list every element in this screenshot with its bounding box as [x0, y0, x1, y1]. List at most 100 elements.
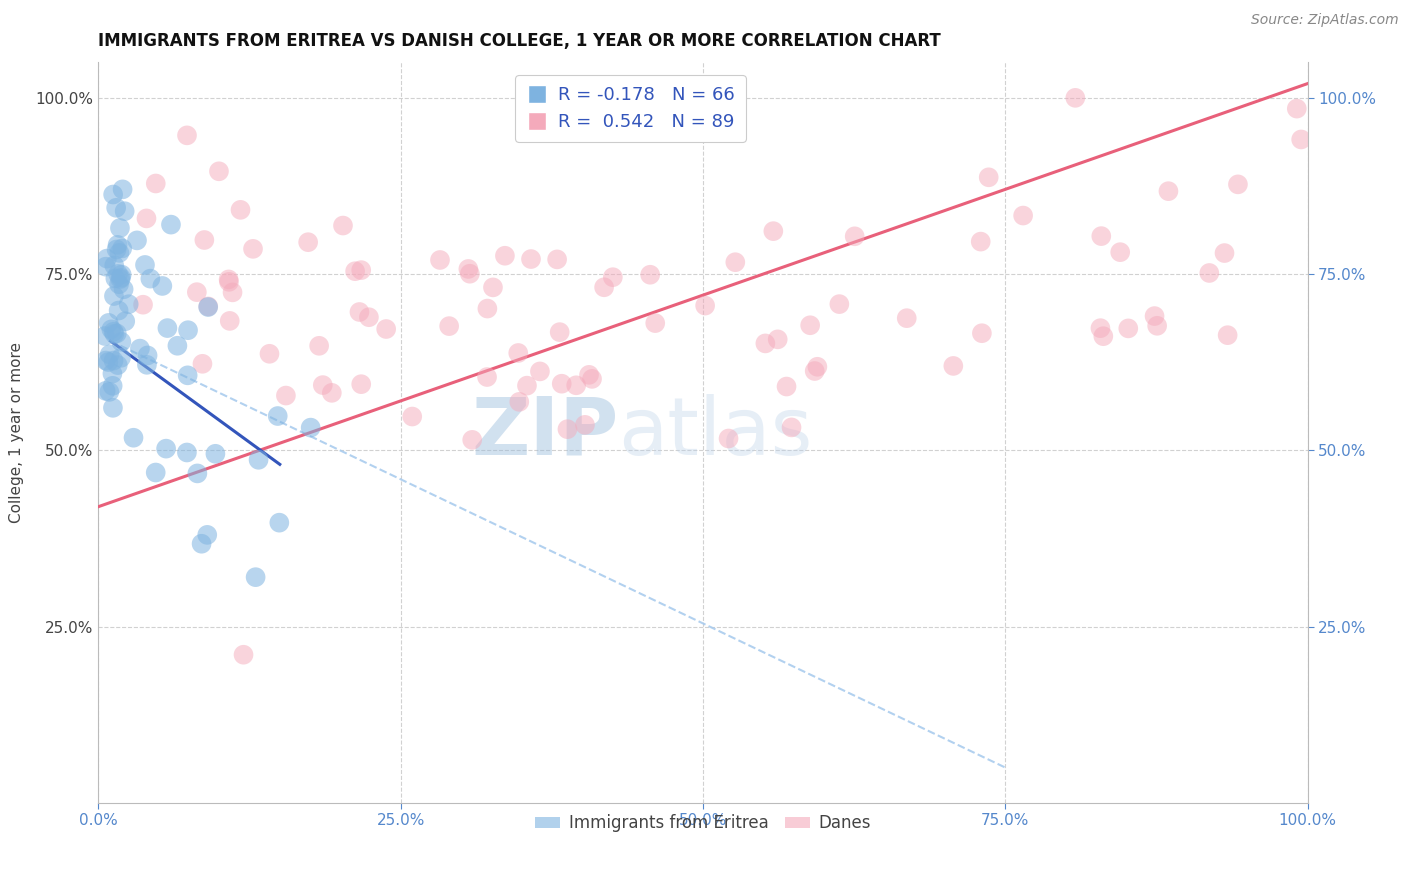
Point	[321, 385, 343, 400]
Point	[191, 357, 214, 371]
Point	[155, 442, 177, 456]
Point	[1116, 321, 1139, 335]
Point	[457, 262, 479, 277]
Point	[139, 271, 162, 285]
Text: IMMIGRANTS FROM ERITREA VS DANISH COLLEGE, 1 YEAR OR MORE CORRELATION CHART: IMMIGRANTS FROM ERITREA VS DANISH COLLEG…	[98, 32, 941, 50]
Point	[186, 285, 208, 300]
Point	[114, 204, 136, 219]
Point	[108, 245, 131, 260]
Point	[578, 368, 600, 382]
Point	[482, 280, 505, 294]
Point	[108, 221, 131, 235]
Point	[112, 282, 135, 296]
Point	[970, 235, 993, 249]
Point	[107, 267, 129, 281]
Point	[103, 289, 125, 303]
Point	[259, 347, 281, 361]
Point	[1213, 246, 1236, 260]
Point	[602, 270, 624, 285]
Point	[942, 359, 965, 373]
Point	[896, 311, 918, 326]
Point	[103, 326, 125, 341]
Point	[312, 378, 335, 392]
Point	[1012, 209, 1035, 223]
Point	[299, 420, 322, 434]
Point	[977, 170, 1000, 185]
Point	[110, 272, 132, 286]
Point	[100, 322, 122, 336]
Point	[520, 252, 543, 266]
Text: atlas: atlas	[619, 393, 813, 472]
Point	[717, 432, 740, 446]
Point	[176, 368, 198, 383]
Point	[232, 648, 254, 662]
Point	[193, 233, 215, 247]
Point	[135, 211, 157, 226]
Point	[122, 431, 145, 445]
Point	[98, 384, 121, 399]
Point	[101, 367, 124, 381]
Point	[107, 238, 129, 252]
Point	[101, 401, 124, 415]
Point	[475, 370, 498, 384]
Point	[458, 267, 481, 281]
Legend: Immigrants from Eritrea, Danes: Immigrants from Eritrea, Danes	[529, 807, 877, 838]
Point	[160, 218, 183, 232]
Point	[970, 326, 993, 341]
Point	[1090, 321, 1112, 335]
Point	[1226, 178, 1249, 192]
Point	[349, 305, 371, 319]
Point	[242, 242, 264, 256]
Point	[429, 252, 451, 267]
Point	[107, 358, 129, 372]
Point	[766, 332, 789, 346]
Point	[176, 445, 198, 459]
Point	[799, 318, 821, 333]
Point	[101, 187, 124, 202]
Point	[574, 417, 596, 432]
Point	[195, 528, 218, 542]
Point	[98, 347, 121, 361]
Point	[94, 353, 117, 368]
Point	[508, 395, 530, 409]
Point	[218, 275, 240, 289]
Point	[557, 422, 579, 436]
Point	[593, 280, 616, 294]
Point	[754, 336, 776, 351]
Point	[828, 297, 851, 311]
Point	[1146, 318, 1168, 333]
Point	[208, 164, 231, 178]
Point	[94, 260, 117, 274]
Point	[357, 310, 380, 325]
Point	[803, 364, 825, 378]
Point	[461, 433, 484, 447]
Point	[350, 377, 373, 392]
Point	[344, 264, 367, 278]
Point	[437, 319, 460, 334]
Point	[638, 268, 661, 282]
Point	[401, 409, 423, 424]
Point	[111, 182, 134, 196]
Point	[135, 358, 157, 372]
Point	[644, 316, 666, 330]
Point	[297, 235, 319, 250]
Point	[332, 219, 354, 233]
Text: ZIP: ZIP	[471, 393, 619, 472]
Point	[477, 301, 499, 316]
Point	[132, 298, 155, 312]
Point	[150, 279, 173, 293]
Point	[762, 224, 785, 238]
Point	[350, 263, 373, 277]
Point	[565, 378, 588, 392]
Point	[1090, 229, 1112, 244]
Point	[111, 268, 134, 282]
Point	[581, 372, 603, 386]
Point	[218, 272, 240, 286]
Point	[114, 314, 136, 328]
Point	[145, 177, 167, 191]
Point	[221, 285, 243, 300]
Point	[186, 467, 208, 481]
Point	[695, 299, 717, 313]
Point	[104, 271, 127, 285]
Point	[245, 570, 267, 584]
